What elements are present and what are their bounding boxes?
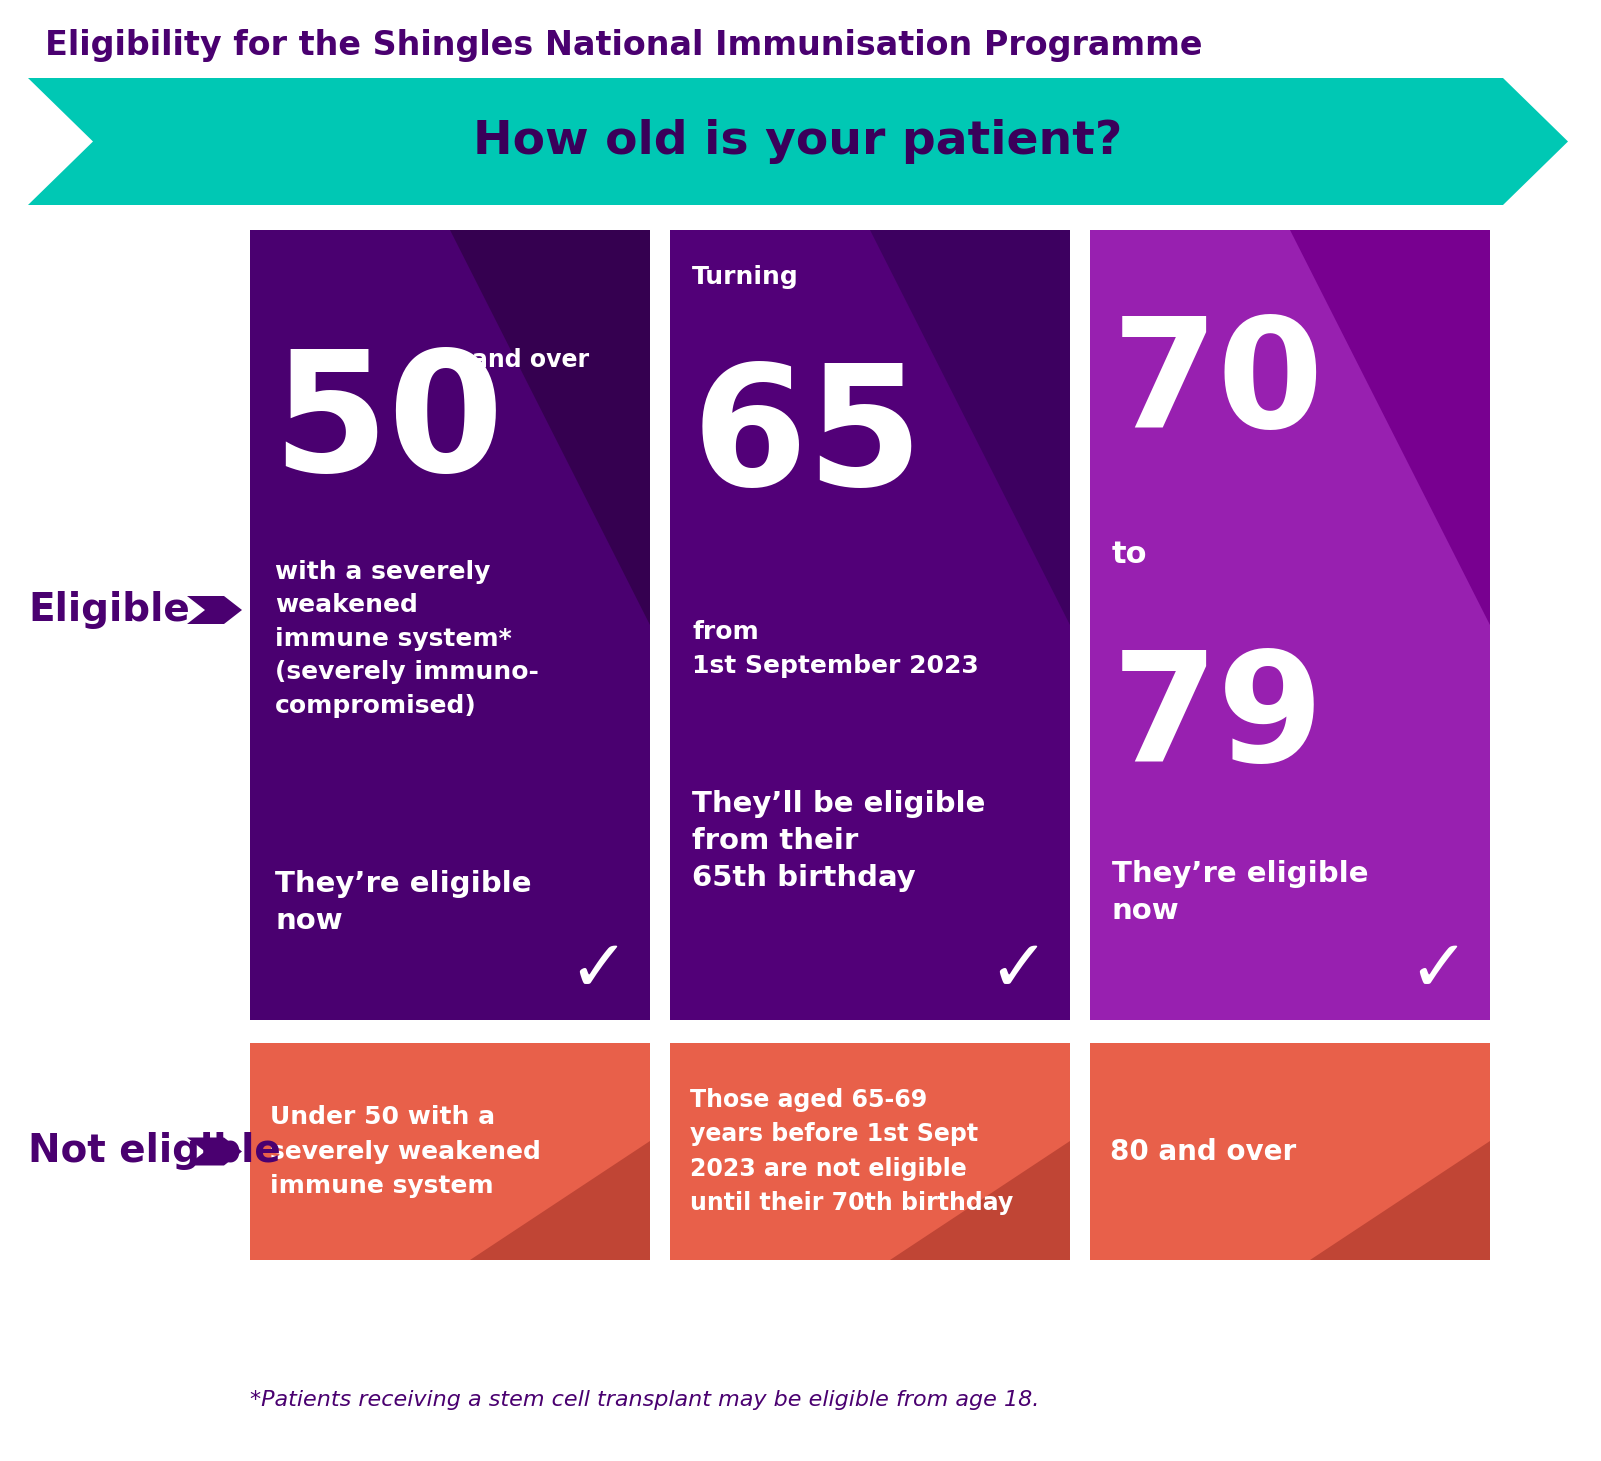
Polygon shape [187,596,242,624]
FancyBboxPatch shape [669,1043,1069,1259]
Text: from
1st September 2023: from 1st September 2023 [692,619,978,678]
Text: Those aged 65-69
years before 1st Sept
2023 are not eligible
until their 70th bi: Those aged 65-69 years before 1st Sept 2… [690,1088,1013,1216]
Polygon shape [869,229,1069,625]
FancyBboxPatch shape [1090,229,1491,1020]
Text: They’ll be eligible
from their
65th birthday: They’ll be eligible from their 65th birt… [692,790,985,891]
Text: Under 50 with a
severely weakened
immune system: Under 50 with a severely weakened immune… [271,1105,541,1198]
Text: They’re eligible
now: They’re eligible now [1113,861,1369,925]
Text: How old is your patient?: How old is your patient? [474,118,1122,164]
Text: ✓: ✓ [988,938,1049,1007]
FancyBboxPatch shape [669,229,1069,1020]
Text: 70: 70 [1113,311,1324,460]
FancyBboxPatch shape [1090,1043,1491,1259]
Text: ✓: ✓ [1407,938,1468,1007]
Text: 50: 50 [272,343,504,507]
Text: They’re eligible
now: They’re eligible now [275,869,532,935]
Text: and over: and over [472,348,589,373]
FancyBboxPatch shape [250,1043,650,1259]
Text: *Patients receiving a stem cell transplant may be eligible from age 18.: *Patients receiving a stem cell transpla… [250,1389,1039,1410]
Polygon shape [1310,1141,1491,1259]
Text: Not eligible: Not eligible [27,1132,280,1170]
Polygon shape [1290,229,1491,625]
Polygon shape [890,1141,1069,1259]
Text: Turning: Turning [692,264,799,289]
FancyBboxPatch shape [250,229,650,1020]
Text: 65: 65 [692,358,924,522]
Text: Eligibility for the Shingles National Immunisation Programme: Eligibility for the Shingles National Im… [45,29,1202,61]
Polygon shape [187,1138,242,1166]
Text: with a severely
weakened
immune system*
(severely immuno-
compromised): with a severely weakened immune system* … [275,560,540,717]
Text: ✓: ✓ [568,938,628,1007]
Text: 80 and over: 80 and over [1109,1138,1297,1166]
Text: Eligible: Eligible [27,592,191,630]
Polygon shape [450,229,650,625]
Polygon shape [27,77,1567,205]
Text: 79: 79 [1113,646,1324,795]
Text: to: to [1113,541,1148,568]
Polygon shape [471,1141,650,1259]
